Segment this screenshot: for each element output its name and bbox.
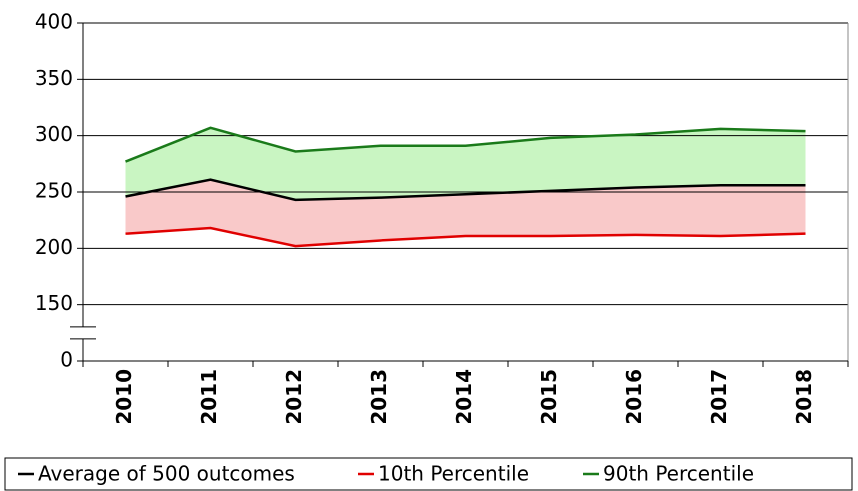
- axis-break-gap: [81, 326, 85, 339]
- y-tick-label: 250: [35, 179, 73, 203]
- x-tick-label: 2011: [197, 369, 221, 425]
- x-tick-label: 2012: [282, 369, 306, 425]
- y-tick-label: 300: [35, 122, 73, 146]
- y-tick-label: 150: [35, 291, 73, 315]
- band: [125, 179, 806, 247]
- x-tick-label: 2014: [452, 369, 476, 425]
- legend-label: 10th Percentile: [378, 462, 529, 486]
- series-line: [125, 226, 806, 248]
- x-tick-label: 2015: [537, 369, 561, 425]
- series-line: [125, 126, 806, 163]
- x-tick-label: 2017: [707, 369, 731, 425]
- legend-box: [4, 457, 853, 491]
- x-tick-label: 2016: [622, 369, 646, 425]
- y-tick-label: 400: [35, 10, 73, 34]
- x-tick-label: 2018: [792, 369, 816, 425]
- y-tick-label: 0: [60, 348, 73, 372]
- series-line: [125, 178, 806, 202]
- legend-label: 90th Percentile: [603, 462, 754, 486]
- legend-label: Average of 500 outcomes: [38, 462, 295, 486]
- band: [125, 127, 806, 200]
- y-tick-label: 350: [35, 66, 73, 90]
- y-tick-label: 200: [35, 235, 73, 259]
- x-tick-label: 2010: [112, 369, 136, 425]
- x-tick-label: 2013: [367, 369, 391, 425]
